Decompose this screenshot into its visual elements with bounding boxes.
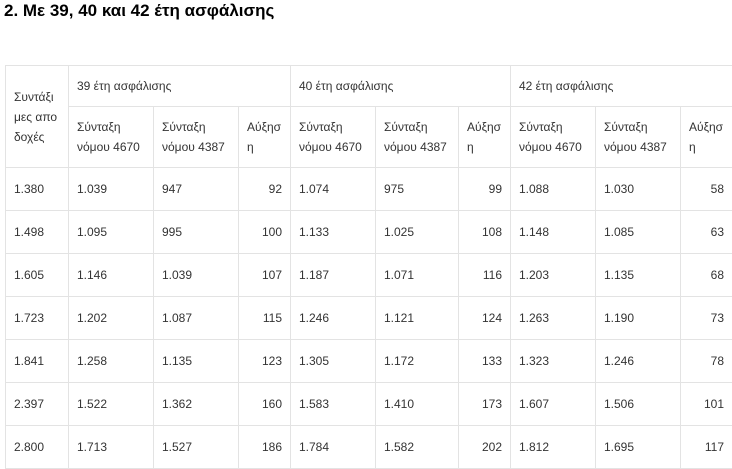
subheader: Σύνταξη νόμου 4670 xyxy=(291,107,376,168)
corner-header: Συντάξιμες αποδοχές xyxy=(6,66,69,168)
cell: 1.087 xyxy=(154,297,239,340)
cell: 1.305 xyxy=(291,340,376,383)
cell: 1.039 xyxy=(69,168,154,211)
cell: 173 xyxy=(459,383,511,426)
cell: 1.713 xyxy=(69,426,154,469)
cell: 92 xyxy=(239,168,291,211)
cell: 1.121 xyxy=(376,297,459,340)
cell: 1.362 xyxy=(154,383,239,426)
page: {"heading": "2. Με 39, 40 και 42 έτη ασφ… xyxy=(0,0,732,448)
cell: 1.258 xyxy=(69,340,154,383)
cell: 1.410 xyxy=(376,383,459,426)
cell: 1.074 xyxy=(291,168,376,211)
row-header: 2.397 xyxy=(6,383,69,426)
cell: 73 xyxy=(681,297,732,340)
cell: 160 xyxy=(239,383,291,426)
cell: 1.135 xyxy=(154,340,239,383)
cell: 1.246 xyxy=(596,340,681,383)
row-header: 2.800 xyxy=(6,426,69,469)
group-header: 39 έτη ασφάλισης xyxy=(69,66,291,107)
cell: 78 xyxy=(681,340,732,383)
cell: 1.582 xyxy=(376,426,459,469)
cell: 101 xyxy=(681,383,732,426)
cell: 1.135 xyxy=(596,254,681,297)
cell: 99 xyxy=(459,168,511,211)
cell: 1.088 xyxy=(511,168,596,211)
cell: 1.190 xyxy=(596,297,681,340)
cell: 1.506 xyxy=(596,383,681,426)
row-header: 1.498 xyxy=(6,211,69,254)
subheader: Αύξηση xyxy=(681,107,732,168)
cell: 116 xyxy=(459,254,511,297)
cell: 1.695 xyxy=(596,426,681,469)
cell: 1.187 xyxy=(291,254,376,297)
subheader: Σύνταξη νόμου 4387 xyxy=(154,107,239,168)
cell: 995 xyxy=(154,211,239,254)
cell: 1.025 xyxy=(376,211,459,254)
subheader: Σύνταξη νόμου 4670 xyxy=(69,107,154,168)
cell: 975 xyxy=(376,168,459,211)
subheader: Σύνταξη νόμου 4387 xyxy=(596,107,681,168)
cell: 68 xyxy=(681,254,732,297)
cell: 1.522 xyxy=(69,383,154,426)
cell: 108 xyxy=(459,211,511,254)
cell: 1.071 xyxy=(376,254,459,297)
heading: 2. Με 39, 40 και 42 έτη ασφάλισης xyxy=(4,0,274,22)
row-header: 1.380 xyxy=(6,168,69,211)
cell: 1.095 xyxy=(69,211,154,254)
cell: 107 xyxy=(239,254,291,297)
cell: 123 xyxy=(239,340,291,383)
cell: 947 xyxy=(154,168,239,211)
subheader: Αύξηση xyxy=(239,107,291,168)
cell: 1.039 xyxy=(154,254,239,297)
cell: 1.784 xyxy=(291,426,376,469)
cell: 1.323 xyxy=(511,340,596,383)
cell: 133 xyxy=(459,340,511,383)
cell: 1.607 xyxy=(511,383,596,426)
cell: 1.202 xyxy=(69,297,154,340)
cell: 100 xyxy=(239,211,291,254)
cell: 124 xyxy=(459,297,511,340)
cell: 58 xyxy=(681,168,732,211)
subheader: Σύνταξη νόμου 4670 xyxy=(511,107,596,168)
group-header: 42 έτη ασφάλισης xyxy=(511,66,732,107)
cell: 1.085 xyxy=(596,211,681,254)
subheader: Αύξηση xyxy=(459,107,511,168)
cell: 1.203 xyxy=(511,254,596,297)
cell: 1.133 xyxy=(291,211,376,254)
cell: 117 xyxy=(681,426,732,469)
cell: 1.148 xyxy=(511,211,596,254)
cell: 202 xyxy=(459,426,511,469)
cell: 1.146 xyxy=(69,254,154,297)
cell: 1.172 xyxy=(376,340,459,383)
row-header: 1.841 xyxy=(6,340,69,383)
cell: 1.583 xyxy=(291,383,376,426)
cell: 63 xyxy=(681,211,732,254)
cell: 1.527 xyxy=(154,426,239,469)
cell: 1.246 xyxy=(291,297,376,340)
row-header: 1.605 xyxy=(6,254,69,297)
cell: 115 xyxy=(239,297,291,340)
cell: 1.263 xyxy=(511,297,596,340)
cell: 1.030 xyxy=(596,168,681,211)
subheader: Σύνταξη νόμου 4387 xyxy=(376,107,459,168)
cell: 1.812 xyxy=(511,426,596,469)
cell: 186 xyxy=(239,426,291,469)
row-header: 1.723 xyxy=(6,297,69,340)
group-header: 40 έτη ασφάλισης xyxy=(291,66,511,107)
